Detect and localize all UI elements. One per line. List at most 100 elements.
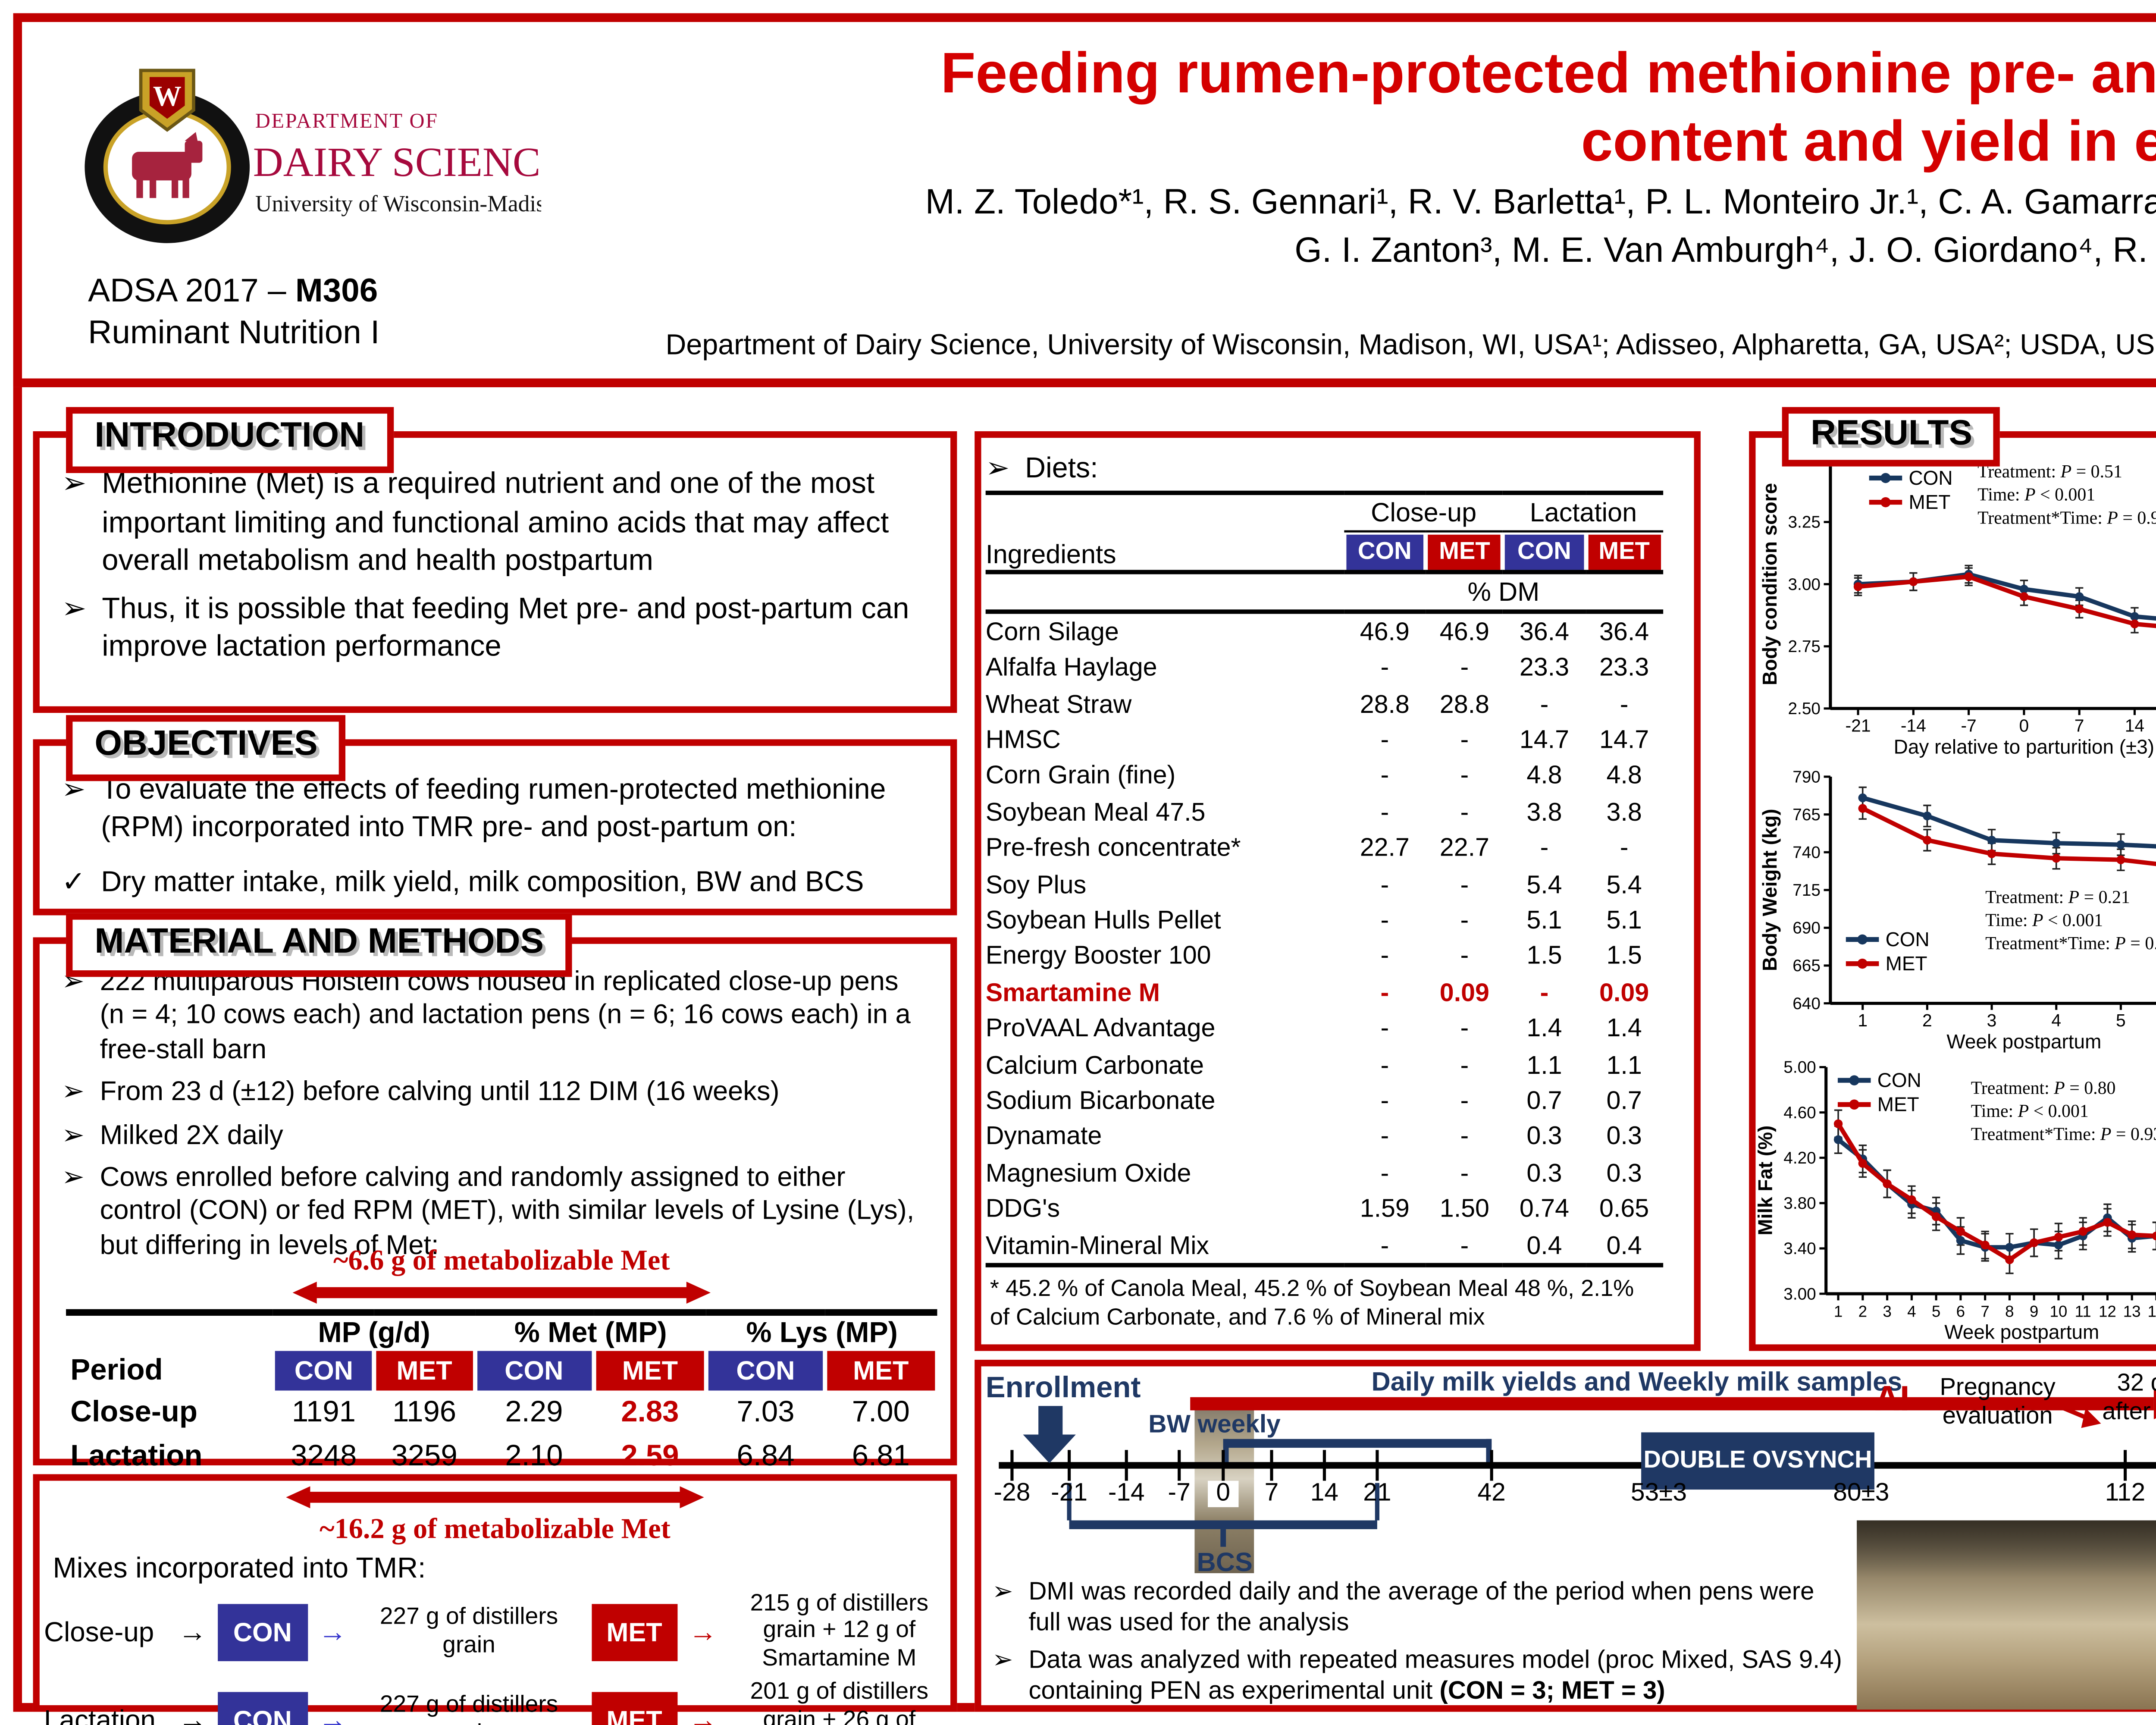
diet-row: Dynamate - -0.3 0.3 — [985, 1123, 1642, 1152]
met-annotation-top: ~6.6 g of metabolizable Met — [333, 1243, 670, 1276]
chart-body-weight: 640665690715740765790123456Body Weight (… — [1758, 766, 2156, 1056]
introduction-title: INTRODUCTION — [66, 407, 393, 473]
bullet-item: ➢ Methionine (Met) is a required nutrient… — [62, 464, 928, 580]
bcs-label: BCS — [1197, 1546, 1253, 1578]
svg-text:4: 4 — [2051, 1010, 2061, 1030]
section-results: RESULTS — [1749, 407, 2156, 1351]
chart-body-condition-score: 2.502.753.003.253.50-21-14-7071421Body c… — [1758, 449, 2156, 761]
svg-text:665: 665 — [1792, 957, 1821, 975]
ai-label: AI — [1874, 1382, 1910, 1419]
svg-text:1: 1 — [1858, 1010, 1868, 1030]
svg-text:3.40: 3.40 — [1783, 1239, 1816, 1258]
barn-photo — [1857, 1520, 2156, 1710]
diet-row: Pre-fresh concentrate* 22.7 22.7- - — [985, 834, 1629, 863]
svg-text:3.00: 3.00 — [1788, 575, 1820, 594]
header: W DEPARTMENT OF DAIRY SCIENCE University… — [13, 13, 2156, 387]
con-mix-text: 227 g of distillers grain — [379, 1693, 558, 1725]
con-chip: CON — [218, 1603, 307, 1661]
diet-row: HMSC - -14.7 14.7 — [985, 726, 1649, 755]
introduction-bullets: ➢ Methionine (Met) is a required nutrient… — [40, 438, 950, 692]
bullet-icon: ➢ — [992, 1647, 1013, 1674]
bw-weekly-label: BW weekly — [1148, 1412, 1281, 1439]
svg-text:11: 11 — [2075, 1303, 2091, 1320]
svg-text:Treatment*Time: P = 0.93: Treatment*Time: P = 0.93 — [1971, 1124, 2156, 1144]
svg-text:1: 1 — [1834, 1303, 1843, 1320]
svg-text:Body condition score: Body condition score — [1758, 483, 1781, 685]
timeline-tick: 112 — [2105, 1480, 2146, 1507]
svg-text:3: 3 — [1883, 1303, 1891, 1320]
diet-row: ProVAAL Advantage - -1.4 1.4 — [985, 1014, 1642, 1044]
arrow-right-icon: → — [178, 1703, 207, 1725]
bullet-icon: ➢ — [61, 966, 85, 997]
svg-text:-21: -21 — [1846, 715, 1871, 735]
mp-table-row: Lactation 3248 3259 2.10 2.59 6.84 6.81 — [70, 1438, 910, 1472]
bullet-icon: ➢ — [61, 1119, 85, 1150]
badge-code: M306 — [295, 273, 378, 310]
svg-text:640: 640 — [1792, 994, 1821, 1013]
svg-text:CON: CON — [1909, 467, 1953, 489]
bullet-item: ➢ From 23 d (±12) before calving until 11… — [62, 1076, 928, 1110]
arrow-right-icon: → — [688, 1615, 718, 1648]
uw-crest-icon: W — [139, 69, 195, 132]
double-ovsynch-box: DOUBLE OVSYNCH — [1641, 1432, 1874, 1490]
authors: M. Z. Toledo*¹, R. S. Gennari¹, R. V. Ba… — [925, 185, 2156, 270]
arrow-right-icon: → — [318, 1703, 347, 1725]
svg-text:4.20: 4.20 — [1783, 1149, 1816, 1167]
logo-univ: University of Wisconsin-Madison — [255, 191, 541, 216]
svg-text:740: 740 — [1792, 843, 1821, 862]
diet-row: Soybean Meal 47.5- -3.8 3.8 — [985, 798, 1642, 827]
svg-text:Week postpartum: Week postpartum — [1946, 1030, 2101, 1053]
arrow-right-icon: → — [318, 1615, 347, 1648]
timeline-tick: 80±3 — [1833, 1480, 1890, 1507]
mix-row: Lactation → CON → 227 g of distillers grain M… — [44, 1679, 950, 1725]
timeline-tick: 21 — [1363, 1480, 1391, 1507]
svg-text:Time: P < 0.001: Time: P < 0.001 — [1985, 911, 2103, 931]
svg-text:715: 715 — [1792, 881, 1821, 900]
methods-bullets: ➢ 222 multiparous Holstein cows housed in… — [40, 944, 950, 1289]
svg-text:690: 690 — [1792, 919, 1821, 938]
cow-icon — [132, 132, 203, 198]
svg-text:Treatment: P = 0.80: Treatment: P = 0.80 — [1971, 1078, 2116, 1098]
diet-row: Vitamin-Mineral Mix - -0.4 0.4 — [985, 1227, 1664, 1268]
metabolizable-protein-table: ~6.6 g of metabolizable Met MP (g/d) % M… — [66, 1243, 937, 1486]
svg-text:-7: -7 — [1961, 715, 1976, 735]
svg-text:3: 3 — [1987, 1010, 1997, 1030]
bullet-icon: ➢ — [61, 1076, 85, 1107]
svg-text:-14: -14 — [1901, 715, 1926, 735]
svg-text:MET: MET — [1877, 1093, 1919, 1116]
svg-text:Time: P < 0.001: Time: P < 0.001 — [1977, 485, 2095, 505]
logo-dept: DEPARTMENT OF — [255, 110, 439, 132]
diet-row: Sodium Bicarbonate - -0.7 0.7 — [985, 1087, 1642, 1116]
svg-text:4.60: 4.60 — [1783, 1104, 1816, 1122]
section-study-timeline: Enrollment Daily milk yields and Weekly … — [975, 1360, 2156, 1712]
mixes-label: Mixes incorporated into TMR: — [53, 1551, 426, 1584]
diet-row: Energy Booster 100- -1.5 1.5 — [985, 942, 1642, 971]
svg-text:3.00: 3.00 — [1783, 1285, 1816, 1303]
svg-text:2: 2 — [1922, 1010, 1932, 1030]
page-title: Feeding rumen-protected methionine pre- … — [940, 39, 2156, 175]
svg-text:12: 12 — [2099, 1303, 2116, 1320]
diet-row: Calcium Carbonate - -1.1 1.1 — [985, 1051, 1642, 1079]
double-arrow-icon — [292, 1282, 711, 1304]
svg-text:Treatment: P = 0.21: Treatment: P = 0.21 — [1985, 888, 2130, 907]
bullet-item: ➢ Milked 2X daily — [62, 1119, 928, 1152]
section-methods: MATERIAL AND METHODS ➢ 222 multiparous Ho… — [33, 913, 957, 1486]
bullet-icon: ➢ — [61, 772, 86, 806]
con-chip: CON — [218, 1691, 307, 1725]
svg-text:10: 10 — [2049, 1303, 2067, 1320]
diet-row: Corn Silage 46.9 46.9 36.4 36.4 — [985, 618, 1649, 647]
analysis-notes: ➢ DMI was recorded daily and the average … — [992, 1580, 1846, 1715]
met-annotation-bottom: ~16.2 g of metabolizable Met — [320, 1512, 671, 1545]
section-diets: ➢ Diets: Close-up Lactation Ingredients … — [975, 431, 1701, 1351]
svg-text:MET: MET — [1909, 491, 1951, 513]
svg-text:4: 4 — [1907, 1303, 1916, 1320]
diet-row: Soybean Hulls Pellet - -5.1 5.1 — [985, 906, 1642, 935]
svg-text:Week postpartum: Week postpartum — [1944, 1321, 2099, 1343]
svg-text:5: 5 — [1932, 1303, 1940, 1320]
svg-text:7: 7 — [1981, 1303, 1989, 1320]
timeline-tick: -21 — [1051, 1480, 1088, 1507]
svg-text:MET: MET — [1886, 952, 1927, 975]
svg-text:CON: CON — [1886, 928, 1930, 950]
